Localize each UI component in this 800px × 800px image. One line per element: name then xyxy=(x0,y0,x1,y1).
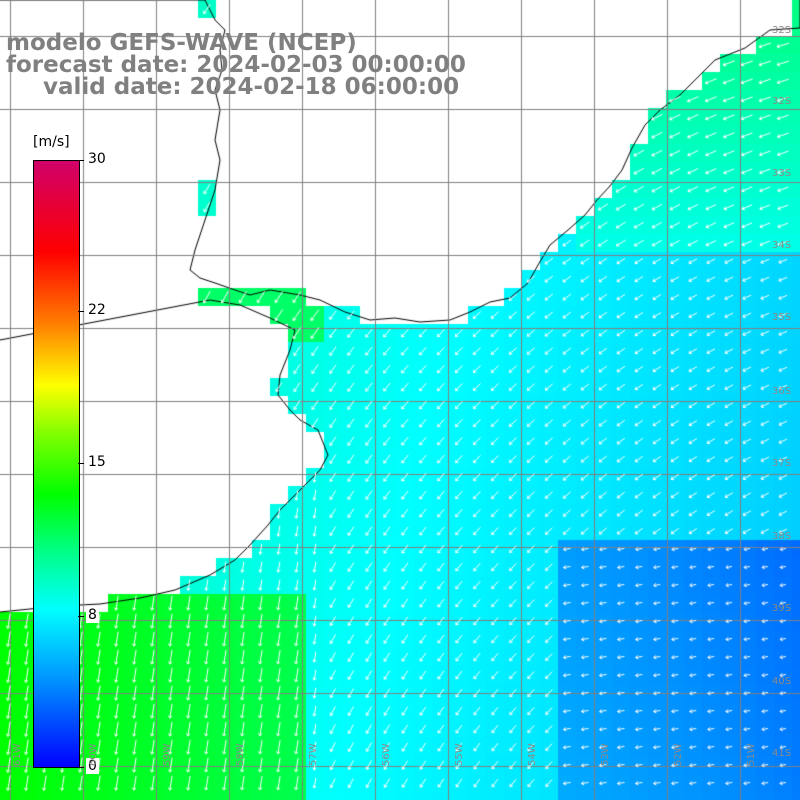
lon-label: 52W xyxy=(673,743,684,766)
lat-label: 39S xyxy=(772,603,792,614)
lon-label: 61W xyxy=(12,743,23,766)
colorbar-label-15: 15 xyxy=(86,454,108,470)
lat-label: 33S xyxy=(772,168,792,179)
colorbar xyxy=(33,160,80,768)
colorbar-tick xyxy=(78,767,84,768)
colorbar-label-30: 30 xyxy=(86,151,108,167)
lat-label: 32S xyxy=(772,25,792,36)
colorbar-tick xyxy=(78,160,84,161)
lat-label: 32S xyxy=(772,96,792,107)
lat-label: 40S xyxy=(772,676,792,687)
lat-label: 34S xyxy=(772,240,792,251)
lon-label: 51W xyxy=(746,743,757,766)
lon-label: 58W xyxy=(235,743,246,766)
lon-label: 60W xyxy=(88,743,99,766)
colorbar-label-22: 22 xyxy=(86,302,108,318)
colorbar-tick xyxy=(78,463,84,464)
lat-label: 38S xyxy=(772,531,792,542)
colorbar-tick xyxy=(78,616,84,617)
lat-label: 41S xyxy=(772,748,792,759)
lon-label: 56W xyxy=(381,743,392,766)
colorbar-tick xyxy=(78,311,84,312)
lon-label: 53W xyxy=(600,743,611,766)
colorbar-label-0: 0 xyxy=(86,758,99,774)
colorbar-unit: [m/s] xyxy=(31,134,72,150)
lon-label: 57W xyxy=(308,743,319,766)
lat-label: 37S xyxy=(772,458,792,469)
forecast-date: forecast date: 2024-02-03 00:00:00 xyxy=(6,52,466,78)
model-title: modelo GEFS-WAVE (NCEP) xyxy=(6,30,357,56)
lat-label: 35S xyxy=(772,312,792,323)
lon-label: 59W xyxy=(162,743,173,766)
lat-label: 36S xyxy=(772,386,792,397)
lon-label: 55W xyxy=(454,743,465,766)
colorbar-label-8: 8 xyxy=(86,607,99,623)
lon-label: 54W xyxy=(527,743,538,766)
valid-date: valid date: 2024-02-18 06:00:00 xyxy=(43,74,460,100)
